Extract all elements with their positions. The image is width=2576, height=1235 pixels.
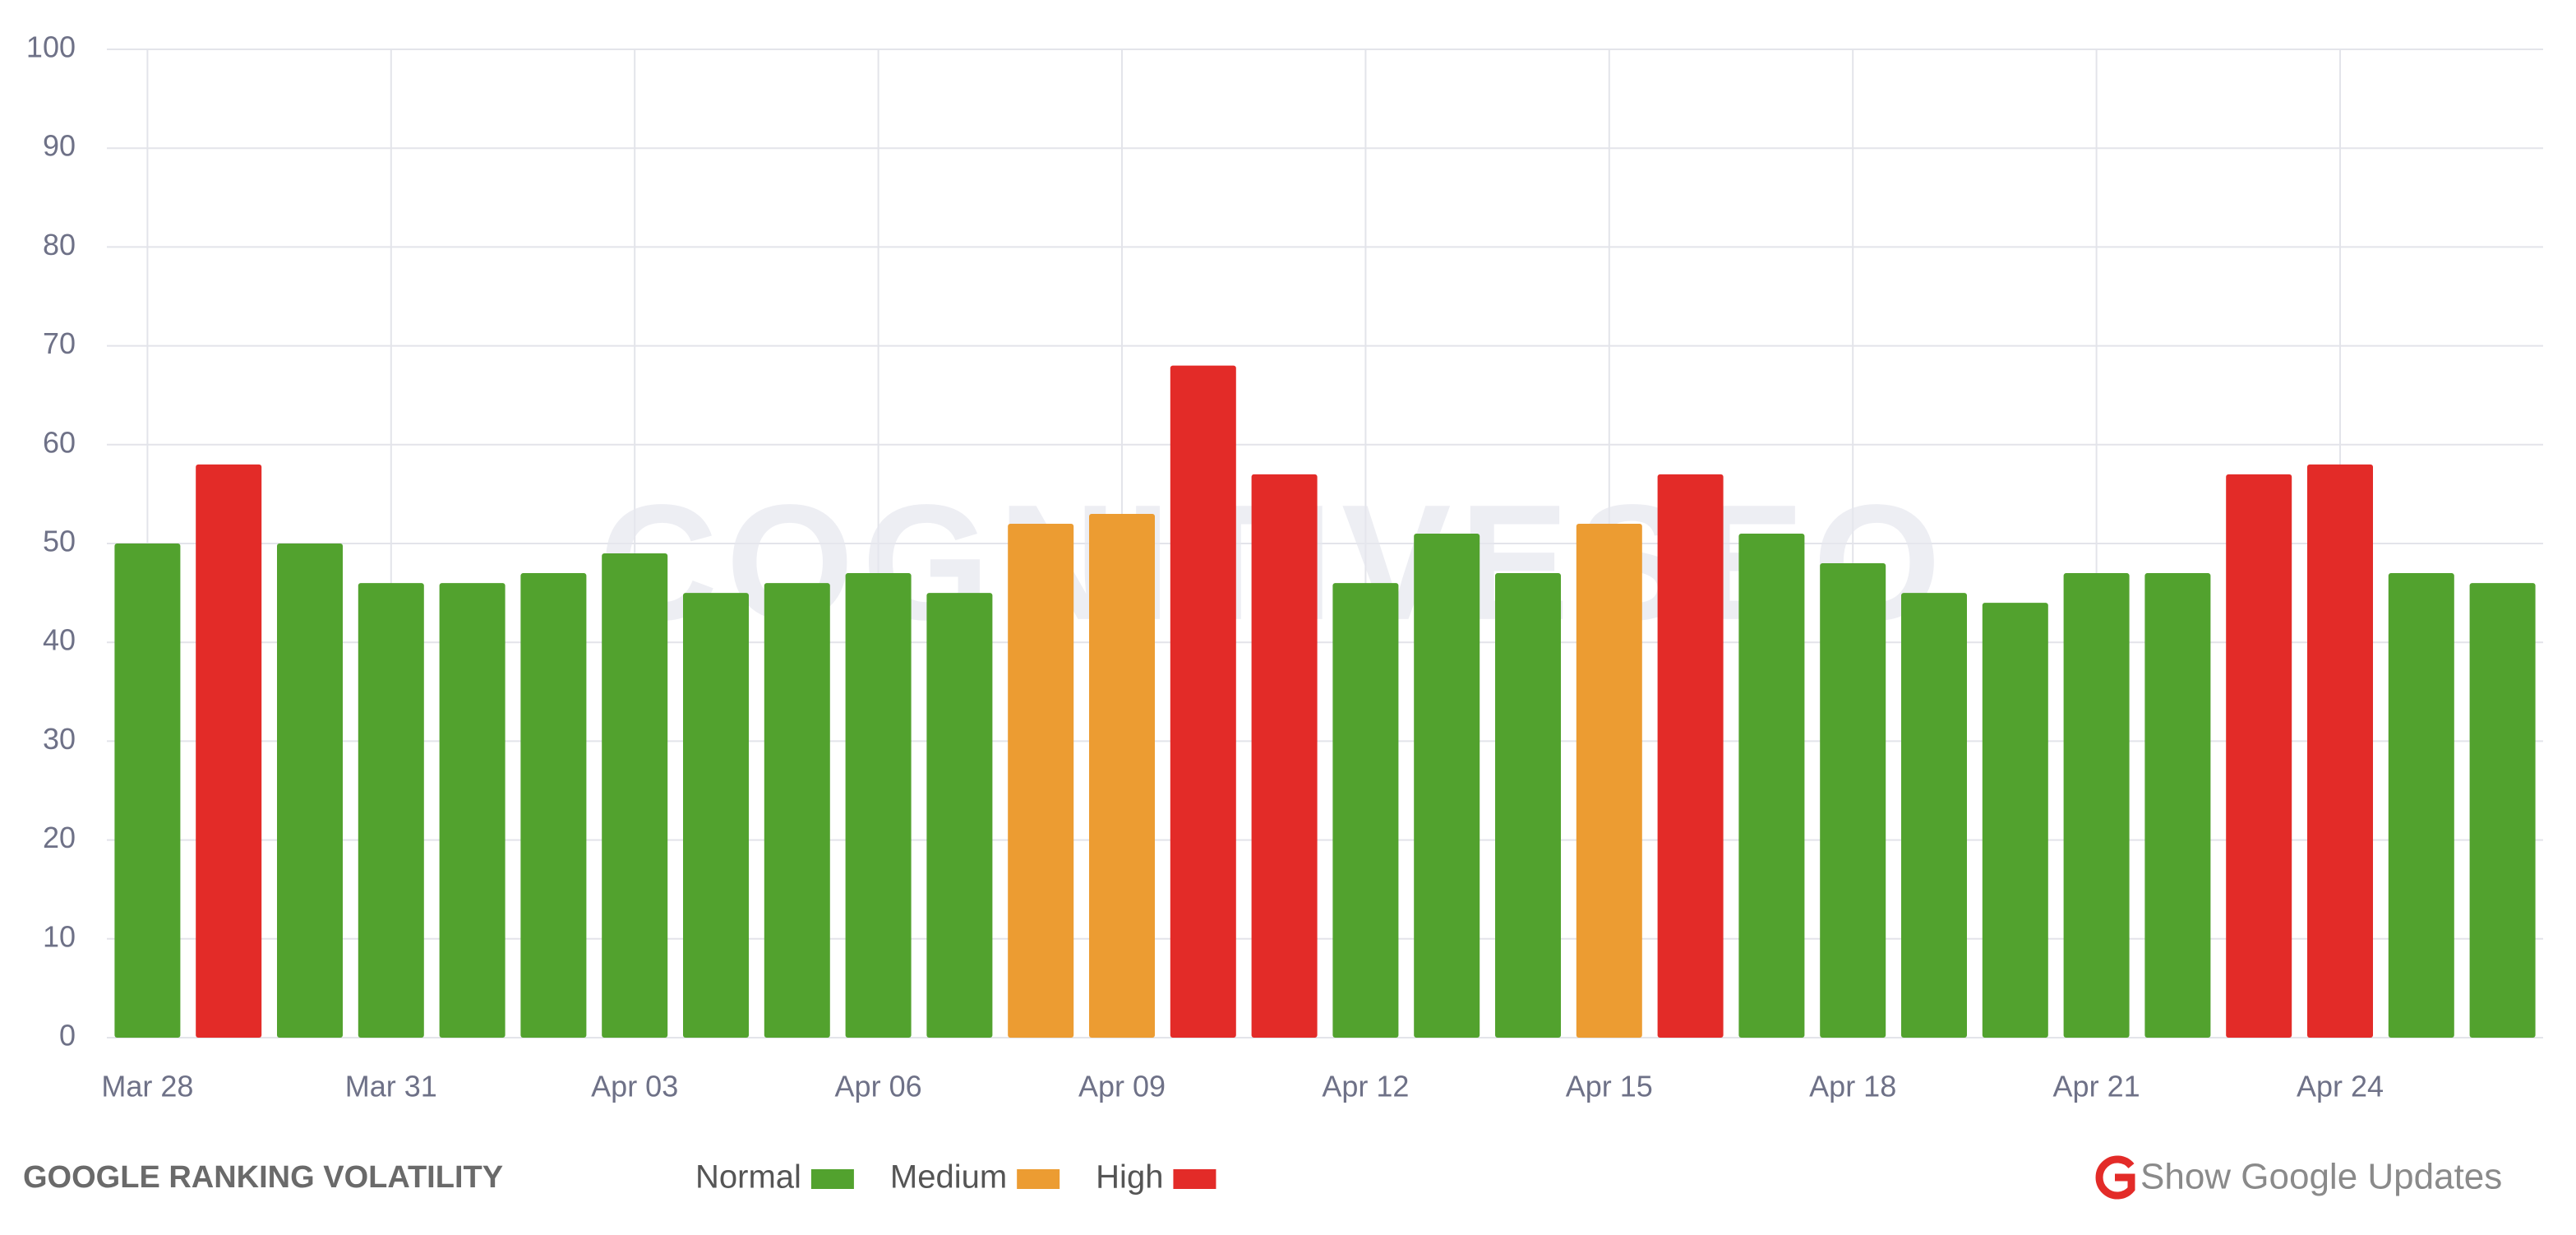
bar [1738,533,1805,1038]
bar [764,583,830,1038]
chart-title: GOOGLE RANKING VOLATILITY [23,1160,503,1195]
legend-label: High [1096,1159,1163,1196]
bar [1414,533,1480,1038]
bar [683,593,749,1038]
bar [114,543,181,1038]
bar [1576,523,1642,1038]
bar [196,464,262,1038]
y-tick-label: 0 [59,1019,76,1052]
x-tick-label: Apr 24 [2297,1070,2384,1103]
bar [358,583,424,1038]
bar [277,543,343,1038]
x-tick-label: Apr 09 [1078,1070,1166,1103]
bar [2063,573,2130,1038]
bar [2388,573,2454,1038]
link-text[interactable]: Show Google Updates [2140,1157,2502,1197]
y-tick-label: 80 [43,228,76,261]
bar [439,583,506,1038]
y-tick-label: 90 [43,129,76,163]
y-tick-label: 100 [26,30,76,64]
bar [926,593,993,1038]
x-tick-label: Apr 03 [591,1070,678,1103]
legend-label: Normal [695,1159,801,1196]
x-tick-label: Apr 15 [1566,1070,1653,1103]
x-tick-label: Apr 18 [1809,1070,1896,1103]
bar [1170,365,1236,1038]
bar [1495,573,1561,1038]
bar [1089,513,1155,1038]
y-tick-label: 30 [43,722,76,756]
bar [2469,583,2536,1038]
y-tick-label: 70 [43,326,76,360]
bar [1008,523,1074,1038]
x-tick-label: Apr 12 [1322,1070,1409,1103]
bar [2226,474,2292,1038]
bar [520,573,587,1038]
x-tick-label: Apr 21 [2053,1070,2140,1103]
bar [2144,573,2211,1038]
y-tick-label: 10 [43,919,76,953]
bar [845,573,912,1038]
google-icon[interactable] [2095,1155,2135,1200]
legend-swatch [1173,1169,1216,1189]
bar [1657,474,1724,1038]
x-tick-label: Mar 31 [345,1070,437,1103]
x-tick-label: Mar 28 [101,1070,193,1103]
y-tick-label: 20 [43,821,76,854]
y-tick-label: 40 [43,623,76,657]
x-tick-label: Apr 06 [835,1070,922,1103]
bar [1982,603,2048,1038]
bar [1901,593,1967,1038]
bar [2307,464,2373,1038]
bar [1820,563,1886,1038]
legend-label: Medium [890,1159,1007,1196]
bar [602,553,668,1038]
legend-swatch [1017,1169,1060,1189]
bar [1251,474,1318,1038]
bar [1332,583,1399,1038]
legend-swatch [810,1169,854,1189]
y-tick-label: 60 [43,425,76,459]
y-tick-label: 50 [43,525,76,558]
show-updates-link[interactable]: Show Google Updates [2095,1155,2502,1200]
